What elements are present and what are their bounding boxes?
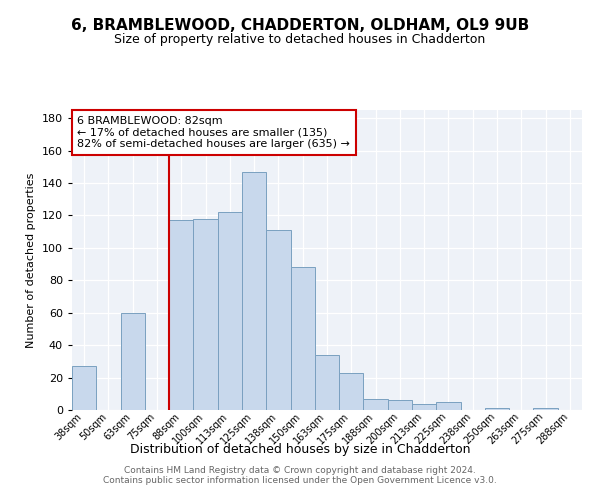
Bar (121, 312, 145, 410)
Bar (290, 268, 315, 410)
Bar (388, 400, 412, 410)
Bar (436, 402, 461, 410)
Bar (412, 404, 436, 410)
Bar (485, 408, 509, 410)
Text: Contains HM Land Registry data © Crown copyright and database right 2024.
Contai: Contains HM Land Registry data © Crown c… (103, 466, 497, 485)
Y-axis label: Number of detached properties: Number of detached properties (26, 172, 36, 348)
Bar (364, 398, 388, 410)
Bar (266, 230, 290, 410)
Bar (169, 220, 193, 410)
Text: Size of property relative to detached houses in Chadderton: Size of property relative to detached ho… (115, 32, 485, 46)
Bar (533, 408, 558, 410)
Bar (339, 372, 364, 410)
Bar (218, 212, 242, 410)
Text: Distribution of detached houses by size in Chadderton: Distribution of detached houses by size … (130, 442, 470, 456)
Bar (193, 218, 218, 410)
Bar (72, 366, 96, 410)
Text: 6 BRAMBLEWOOD: 82sqm
← 17% of detached houses are smaller (135)
82% of semi-deta: 6 BRAMBLEWOOD: 82sqm ← 17% of detached h… (77, 116, 350, 149)
Bar (242, 172, 266, 410)
Text: 6, BRAMBLEWOOD, CHADDERTON, OLDHAM, OL9 9UB: 6, BRAMBLEWOOD, CHADDERTON, OLDHAM, OL9 … (71, 18, 529, 32)
Bar (315, 355, 339, 410)
